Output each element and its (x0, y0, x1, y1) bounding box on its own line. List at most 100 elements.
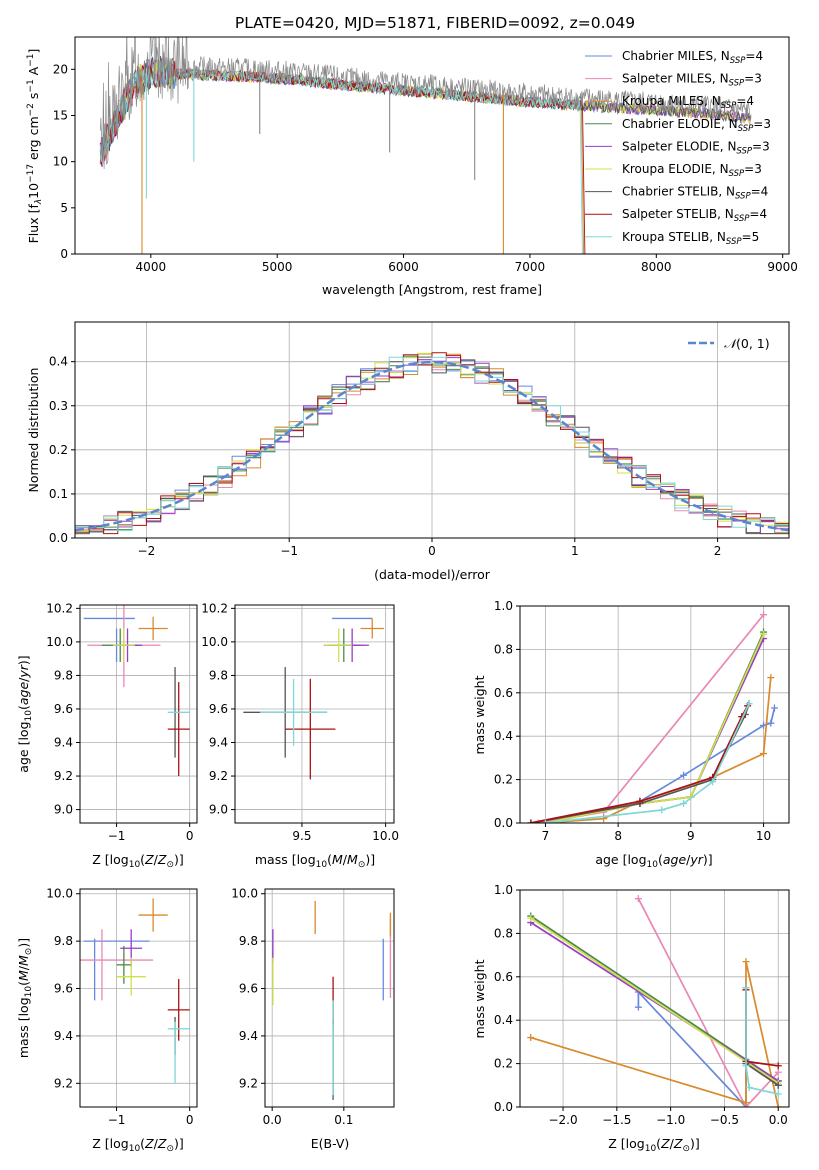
y-tick-label: 9.8 (54, 668, 73, 682)
y-tick-label: 10.2 (46, 601, 73, 615)
x-tick-label: 10 (756, 829, 771, 843)
legend-name: Salpeter ELODIE (622, 139, 720, 153)
series-marker (658, 806, 666, 814)
x-tick-label: 9 (687, 829, 695, 843)
series-marker (774, 1062, 782, 1070)
x-axis-label: (data-model)/error (374, 567, 491, 582)
series-line-salpeter-elodie (530, 921, 779, 1082)
label-part: Z [log (92, 852, 128, 867)
legend-name: Kroupa MILES (622, 94, 704, 108)
y-axis-label: age [log10(age/yr)] (16, 655, 34, 772)
label-part: ( (658, 852, 663, 867)
legend-equals: = (751, 185, 761, 199)
axes-frame (264, 888, 395, 1108)
legend-equals: = (752, 139, 762, 153)
x-tick-label: −0.5 (710, 1113, 739, 1127)
legend-label: Kroupa MILES, NSSP=4 (622, 94, 754, 111)
series-line-salpeter-miles (538, 614, 765, 823)
legend-count: 4 (761, 185, 769, 199)
label-part: ⊙ (358, 860, 366, 870)
series-marker (527, 1034, 535, 1042)
y-tick-label: 9.4 (239, 1029, 258, 1043)
legend-count: 5 (752, 230, 760, 244)
label-part: / (16, 965, 31, 970)
label-part: Z (144, 852, 154, 867)
legend-prefix: , (713, 49, 721, 63)
label-part: / (686, 852, 691, 867)
legend-name: Chabrier MILES (622, 49, 713, 63)
series-marker (634, 1003, 642, 1011)
label-part: −2 (26, 103, 36, 116)
x-tick-label: 6000 (388, 260, 419, 274)
x-tick-label: 5000 (262, 260, 293, 274)
series-marker (760, 611, 768, 619)
observed-spectrum-line (99, 37, 752, 170)
series-line-chabrier-elodie (545, 631, 765, 823)
legend-equals: = (744, 162, 754, 176)
y-tick-label: 9.2 (54, 769, 73, 783)
series-line-salpeter-elodie (545, 638, 765, 823)
label-part: yr (16, 664, 31, 678)
x-axis-label: Z [log10(Z/Z⊙)] (92, 852, 184, 870)
legend-name: Chabrier ELODIE (622, 117, 721, 131)
series-line-kroupa-stelib (745, 987, 779, 1095)
label-part: mass [log (16, 997, 31, 1058)
plot-area (272, 900, 392, 1100)
legend-prefix: , (712, 72, 720, 86)
label-part: ⊙ (166, 1144, 174, 1154)
legend-n-letter: N (725, 207, 734, 221)
errorbar-point-kroupa-elodie (325, 628, 353, 663)
label-part: M (16, 955, 31, 966)
label-part: Flux [f (26, 204, 41, 244)
legend-equals: = (753, 117, 763, 131)
label-part: / (154, 852, 159, 867)
legend-prefix: , (718, 185, 726, 199)
series-marker (770, 704, 778, 712)
series-marker (680, 771, 688, 779)
label-part: erg cm (26, 116, 41, 164)
series-line-salpeter-stelib (530, 705, 749, 823)
legend-subscript: SSP (729, 79, 745, 89)
series-marker (709, 778, 717, 786)
figure-title: PLATE=0420, MJD=51871, FIBERID=0092, z=0… (235, 14, 635, 32)
series-line-kroupa-stelib (545, 703, 750, 823)
series-marker (534, 819, 542, 823)
x-tick-label: −2 (138, 544, 156, 558)
label-part: A (26, 66, 41, 79)
x-tick-label: −1.0 (656, 1113, 685, 1127)
y-tick-label: 0.3 (49, 399, 68, 413)
y-tick-label: 0.4 (49, 355, 68, 369)
label-part: )] (703, 852, 713, 867)
chart-mass_weight_vs_z: −2.0 −1.5 −1.0 −0.5 0.0 0.0 0.2 0.4 0.6 0.8 1.0 (494, 883, 790, 1127)
legend-n-letter: N (720, 162, 729, 176)
x-tick-label: −1 (108, 1113, 126, 1127)
y-tick-label: 9.8 (54, 934, 73, 948)
legend-prefix: , (720, 139, 728, 153)
y-axis-label: Flux [fλ10−17 erg cm−2 s−1 A−1] (26, 49, 44, 244)
label-part: ( (656, 1136, 661, 1151)
chart-age_vs_z: −1 0 9.0 9.2 9.4 9.6 9.8 10.0 10.2 (46, 601, 198, 843)
label-part: 10 (24, 986, 34, 998)
legend-equals: = (736, 94, 746, 108)
legend-equals: = (742, 230, 752, 244)
x-tick-label: 2 (714, 544, 722, 558)
y-tick-label: 9.0 (54, 803, 73, 817)
axes-frame (519, 605, 790, 824)
y-tick-label: 0.2 (494, 773, 513, 787)
y-tick-label: 9.8 (239, 934, 258, 948)
plot-area (83, 605, 190, 777)
legend-label: Kroupa STELIB, NSSP=5 (622, 230, 759, 247)
x-axis-label: Z [log10(Z/Z⊙)] (92, 1136, 184, 1154)
legend-subscript: SSP (726, 237, 742, 247)
label-part: )] (174, 852, 184, 867)
legend-equals: = (749, 207, 759, 221)
legend-count: 3 (762, 139, 770, 153)
y-tick-label: 0.2 (494, 1057, 513, 1071)
series-marker (742, 958, 750, 966)
y-tick-label: 9.6 (54, 702, 73, 716)
y-tick-label: 1.0 (494, 599, 513, 613)
series-line-kroupa-elodie (545, 633, 765, 823)
legend-args: (0, 1) (736, 336, 770, 351)
series-marker (745, 700, 753, 708)
